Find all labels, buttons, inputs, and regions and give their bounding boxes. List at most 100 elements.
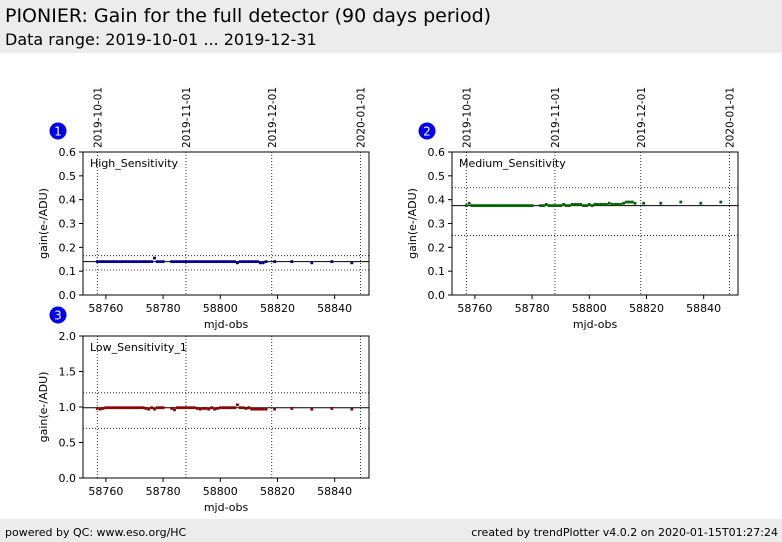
chart1-panel-label: High_Sensitivity — [90, 157, 179, 170]
chart1-data-point — [241, 260, 245, 264]
chart3-data-point — [170, 407, 174, 410]
chart2-data-point — [613, 203, 617, 206]
chart1-y-tick-label: 0.2 — [59, 241, 77, 254]
chart2-data-point — [544, 203, 548, 206]
chart3-data-point — [236, 403, 239, 407]
chart1-data-point — [161, 260, 165, 264]
chart2-data-point — [522, 204, 525, 208]
chart1-data-point — [175, 260, 179, 264]
chart3-y-tick-label: 1.0 — [59, 401, 77, 414]
chart1-x-tick-label: 58840 — [317, 302, 352, 315]
chart1-data-point — [256, 260, 259, 264]
chart3-data-point — [207, 407, 211, 411]
chart3-data-point — [153, 407, 156, 411]
chart3-data-point — [256, 407, 259, 411]
chart2-x-tick-label: 58800 — [572, 302, 607, 315]
chart3-data-point — [130, 406, 134, 410]
chart2-data-point — [570, 203, 574, 206]
chart2-data-point — [464, 204, 468, 208]
chart1-data-point — [290, 260, 294, 264]
chart1-y-tick-label: 0.0 — [59, 289, 77, 302]
chart1-data-point — [113, 260, 116, 264]
chart2-data-point — [499, 204, 503, 208]
chart1-data-point — [233, 260, 236, 264]
chart2-data-point — [562, 203, 565, 206]
chart2-data-point — [530, 204, 534, 208]
chart1-data-point — [244, 260, 248, 264]
chart3-data-point — [216, 407, 219, 410]
chart2-data-point — [573, 203, 577, 206]
chart2-data-point — [496, 204, 500, 208]
chart2-data-point — [622, 201, 625, 205]
chart2-y-tick-label: 0.6 — [428, 146, 446, 159]
chart2-data-point — [587, 203, 591, 206]
chart1-data-point — [130, 260, 134, 264]
chart1-data-point — [350, 261, 354, 265]
chart2-data-point — [596, 203, 600, 206]
chart1-data-point — [213, 260, 216, 264]
chart1-data-point — [198, 260, 202, 264]
chart3-y-tick-label: 2.0 — [59, 330, 77, 343]
chart1-data-point — [153, 256, 156, 260]
chart3-data-point — [264, 407, 268, 411]
chart2-data-point — [493, 204, 497, 208]
chart3-data-point — [127, 406, 131, 410]
chart1-data-point — [141, 260, 145, 264]
chart2-data-point — [610, 203, 614, 206]
chart3-data-point — [178, 406, 182, 410]
chart2-data-point — [719, 200, 723, 204]
chart1-date-label: 2019-11-01 — [181, 87, 193, 148]
chart3-data-point — [258, 407, 262, 411]
chart2-data-point — [630, 200, 634, 204]
chart1-data-point — [170, 260, 174, 264]
chart2-date-label: 2019-11-01 — [550, 87, 562, 148]
chart2-data-point — [602, 203, 605, 206]
chart2-data-point — [679, 200, 683, 204]
chart3-panel-label: Low_Sensitivity_1 — [90, 341, 187, 354]
chart3-data-point — [107, 406, 111, 410]
chart2-data-point — [476, 204, 480, 208]
chart3-data-point — [144, 407, 148, 410]
chart2-data-point — [467, 201, 471, 205]
chart2-data-point — [470, 204, 474, 208]
chart2-data-point — [490, 204, 494, 208]
chart1-data-point — [187, 260, 191, 264]
chart2-data-point — [527, 204, 531, 208]
chart3-data-point — [135, 406, 139, 410]
chart1-data-point — [204, 260, 208, 264]
chart1-data-point — [118, 260, 122, 264]
chart1-data-point — [124, 260, 128, 264]
chart1-data-point — [250, 260, 254, 264]
chart1-y-tick-label: 0.6 — [59, 146, 77, 159]
chart3-data-point — [138, 406, 142, 410]
chart1-y-tick-label: 0.3 — [59, 218, 77, 231]
chart2-y-tick-label: 0.3 — [428, 218, 446, 231]
chart2-data-point — [593, 203, 597, 206]
chart1-data-point — [196, 260, 199, 264]
chart2-data-point — [599, 203, 603, 206]
chart2-data-point — [482, 204, 485, 208]
chart3-data-point — [241, 406, 245, 410]
chart3-badge-number: 3 — [54, 309, 62, 323]
chart2-badge-number: 2 — [423, 125, 431, 139]
chart1-data-point — [104, 260, 108, 264]
chart3-data-point — [273, 407, 277, 411]
chart2-data-point — [579, 203, 583, 206]
chart3-data-point — [161, 406, 165, 410]
chart1-badge-circle — [49, 122, 67, 140]
chart3-data-point — [201, 407, 205, 410]
chart3-y-axis-label: gain(e-/ADU) — [37, 372, 50, 443]
chart2-data-point — [616, 203, 620, 206]
chart2-data-point — [507, 204, 511, 208]
chart3-badge-circle — [49, 306, 67, 324]
chart3-data-point — [158, 406, 162, 410]
chart1-x-tick-label: 58820 — [260, 302, 295, 315]
chart1-data-point — [218, 260, 222, 264]
chart1-data-point — [210, 260, 214, 264]
chart1-data-point — [190, 260, 194, 264]
chart3-data-point — [244, 407, 248, 410]
chart3-data-point — [115, 406, 119, 410]
chart2-data-point — [484, 204, 488, 208]
header: PIONIER: Gain for the full detector (90 … — [0, 0, 782, 53]
chart1-data-point — [115, 260, 119, 264]
